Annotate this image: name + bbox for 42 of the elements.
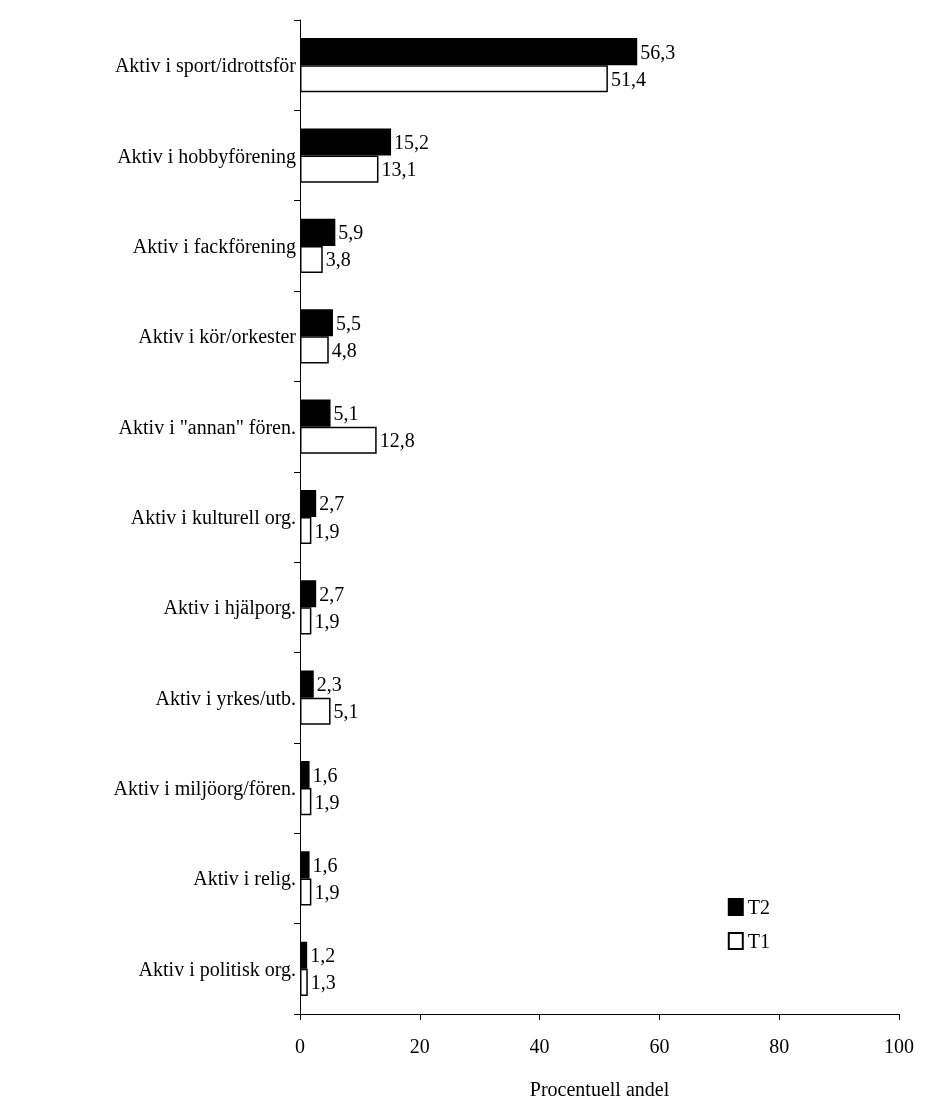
y-tick-label: Aktiv i miljöorg/fören. <box>113 777 296 801</box>
data-label: 2,7 <box>319 492 345 515</box>
y-tick-label: Aktiv i hjälporg. <box>163 596 296 620</box>
y-tick-label: Aktiv i sport/idrottsför <box>114 54 297 78</box>
data-label: 2,3 <box>316 673 342 696</box>
x-tick-label: 80 <box>769 1035 790 1057</box>
y-tick-label: Aktiv i hobbyförening <box>117 144 296 168</box>
data-label: 1,6 <box>312 763 338 786</box>
data-label: 1,9 <box>314 881 340 904</box>
y-tick-label: Aktiv i relig. <box>193 867 296 891</box>
data-label: 13,1 <box>381 158 417 181</box>
data-label: 1,9 <box>314 790 340 813</box>
y-tick-label: Aktiv i kulturell org. <box>130 506 296 529</box>
y-tick-label: Aktiv i yrkes/utb. <box>155 686 296 710</box>
legend-label: T2 <box>747 896 770 918</box>
data-label: 5,1 <box>333 700 359 723</box>
x-tick-label: 40 <box>529 1035 550 1057</box>
legend-label: T1 <box>747 930 770 952</box>
data-label: 5,9 <box>338 221 364 244</box>
data-label: 2,7 <box>319 582 345 605</box>
y-tick-label: Aktiv i kör/orkester <box>138 325 297 348</box>
data-label: 5,1 <box>333 402 359 425</box>
data-label: 1,9 <box>314 519 340 542</box>
data-label: 1,2 <box>310 944 336 967</box>
data-label: 56,3 <box>640 40 676 63</box>
data-label: 1,3 <box>310 971 336 994</box>
y-tick-label: Aktiv i politisk org. <box>138 957 296 981</box>
y-tick-label: Aktiv i "annan" fören. <box>118 415 296 438</box>
data-label: 15,2 <box>394 130 430 153</box>
data-label: 4,8 <box>331 338 357 361</box>
data-label: 3,8 <box>325 248 351 271</box>
y-tick-label: Aktiv i fackförening <box>132 234 296 258</box>
data-label: 1,9 <box>314 609 340 632</box>
x-tick-label: 20 <box>409 1035 430 1057</box>
x-axis-title: Procentuell andel <box>529 1078 670 1100</box>
data-label: 51,4 <box>610 67 646 90</box>
data-label: 1,6 <box>312 853 338 876</box>
data-label: 12,8 <box>379 429 415 452</box>
x-tick-label: 100 <box>884 1035 914 1057</box>
x-tick-label: 60 <box>649 1035 670 1057</box>
data-label: 5,5 <box>335 311 361 334</box>
x-tick-label: 0 <box>295 1035 305 1057</box>
